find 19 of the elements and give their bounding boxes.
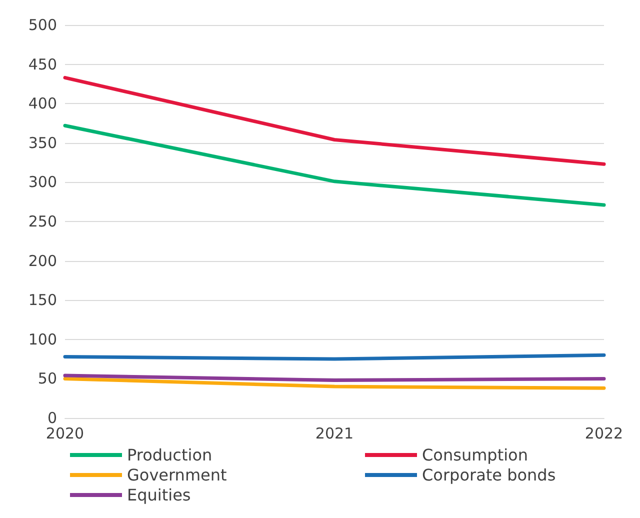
legend-label: Equities	[127, 486, 191, 504]
legend-label: Consumption	[422, 446, 528, 464]
x-tick-label: 2020	[46, 424, 84, 442]
y-tick-label: 250	[28, 212, 57, 230]
y-tick-label: 100	[28, 330, 57, 348]
legend-label: Government	[127, 466, 227, 484]
y-tick-label: 350	[28, 134, 57, 152]
x-tick-label: 2021	[315, 424, 354, 442]
legend-label: Production	[127, 446, 212, 464]
legend-label: Corporate bonds	[422, 466, 556, 484]
y-tick-label: 0	[47, 409, 57, 427]
y-tick-label: 150	[28, 291, 57, 310]
y-tick-label: 300	[28, 173, 57, 192]
y-tick-label: 500	[28, 16, 57, 34]
x-tick-label: 2022	[584, 424, 624, 442]
y-tick-label: 400	[28, 94, 57, 113]
y-tick-label: 200	[28, 252, 57, 270]
y-tick-label: 450	[28, 55, 57, 74]
y-tick-label: 50	[38, 370, 57, 388]
